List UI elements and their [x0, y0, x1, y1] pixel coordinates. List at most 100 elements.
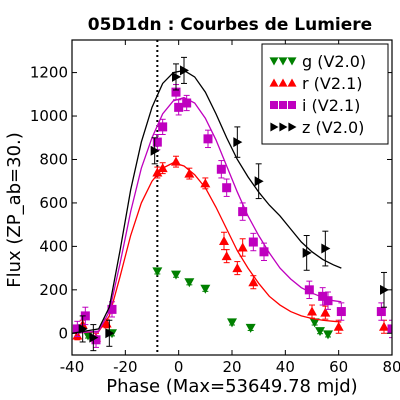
legend-marker [288, 122, 297, 132]
data-point [152, 267, 163, 277]
data-point [245, 323, 256, 333]
data-point [238, 207, 248, 217]
data-point [304, 285, 314, 295]
data-point [89, 332, 99, 343]
data-point [318, 291, 328, 301]
data-point [107, 304, 117, 314]
data-point [309, 318, 320, 328]
legend-label: z (V2.0) [302, 118, 364, 137]
x-tick-label: 20 [222, 358, 241, 376]
legend-marker [270, 101, 278, 109]
chart-title: 05D1dn : Courbes de Lumiere [88, 15, 372, 35]
data-point [232, 263, 243, 273]
error-bar [389, 319, 392, 339]
x-tick-label: 60 [329, 358, 348, 376]
fit-curve [72, 162, 342, 334]
data-point [216, 164, 226, 174]
x-tick-label: -20 [113, 358, 138, 376]
data-point [157, 163, 168, 173]
data-point [152, 137, 162, 147]
data-point [184, 168, 195, 178]
legend-marker [279, 101, 287, 109]
legend-item: i (V2.1) [270, 96, 360, 115]
legend-item: r (V2.1) [269, 74, 363, 93]
data-point [320, 307, 331, 317]
data-point [379, 321, 389, 331]
legend-item: g (V2.0) [269, 52, 366, 71]
data-point [78, 323, 88, 334]
data-point [180, 65, 189, 76]
x-tick-label: -40 [60, 358, 85, 376]
legend-marker [278, 57, 288, 66]
data-point [333, 321, 344, 331]
series-1 [83, 267, 333, 341]
data-point [307, 306, 317, 316]
x-tick-label: 40 [276, 358, 295, 376]
series-3 [72, 84, 392, 348]
data-point [182, 98, 192, 108]
data-point [227, 318, 237, 328]
data-point [380, 284, 389, 295]
data-point [150, 145, 160, 156]
legend-label: i (V2.1) [302, 96, 360, 115]
data-point [323, 330, 333, 340]
y-tick-label: 1200 [30, 64, 68, 82]
x-tick-label: 80 [382, 358, 400, 376]
data-point [321, 243, 331, 254]
y-tick-label: 1000 [30, 107, 68, 125]
plot-area [72, 40, 392, 355]
data-point [248, 237, 258, 247]
legend-label: g (V2.0) [302, 52, 366, 71]
data-point [174, 102, 184, 112]
fit-curve [72, 69, 342, 334]
data-point [200, 284, 211, 294]
legend-marker [278, 78, 288, 87]
data-point [254, 176, 264, 187]
data-point [221, 251, 232, 261]
x-tick-label: 0 [174, 358, 184, 376]
legend-marker [269, 78, 279, 87]
legend-marker [287, 78, 297, 87]
data-point [387, 324, 392, 334]
legend-item: z (V2.0) [270, 118, 364, 137]
legend-label: r (V2.1) [302, 74, 363, 93]
data-point [200, 178, 211, 188]
y-tick-label: 200 [39, 281, 68, 299]
data-point [72, 324, 82, 334]
x-axis-label: Phase (Max=53649.78 mjd) [106, 376, 357, 397]
data-point [302, 247, 312, 258]
data-point [222, 183, 232, 193]
fit-curve [72, 96, 342, 334]
data-point [336, 307, 346, 317]
series-2 [72, 155, 389, 343]
data-point [203, 134, 213, 144]
legend-marker [270, 122, 279, 132]
data-point [171, 270, 181, 280]
y-axis-label: Flux (ZP_ab=30.) [4, 132, 25, 288]
data-point [376, 307, 386, 317]
data-point [233, 137, 243, 148]
data-point [171, 156, 181, 166]
data-point [259, 247, 269, 257]
legend-marker [269, 57, 279, 66]
data-point [219, 235, 229, 245]
data-point [237, 242, 248, 252]
data-point [323, 296, 333, 306]
data-point [158, 122, 168, 132]
data-point [105, 328, 115, 339]
data-point [172, 71, 181, 82]
series-4 [72, 56, 389, 352]
data-point [184, 278, 195, 288]
data-point [171, 87, 181, 97]
data-point [91, 335, 101, 345]
y-tick-label: 0 [58, 324, 68, 342]
legend-marker [288, 101, 296, 109]
y-tick-label: 400 [39, 237, 68, 255]
plot-content [72, 40, 392, 355]
data-point [315, 327, 325, 337]
legend-marker [287, 57, 297, 66]
y-tick-label: 800 [39, 150, 68, 168]
y-tick-label: 600 [39, 194, 68, 212]
